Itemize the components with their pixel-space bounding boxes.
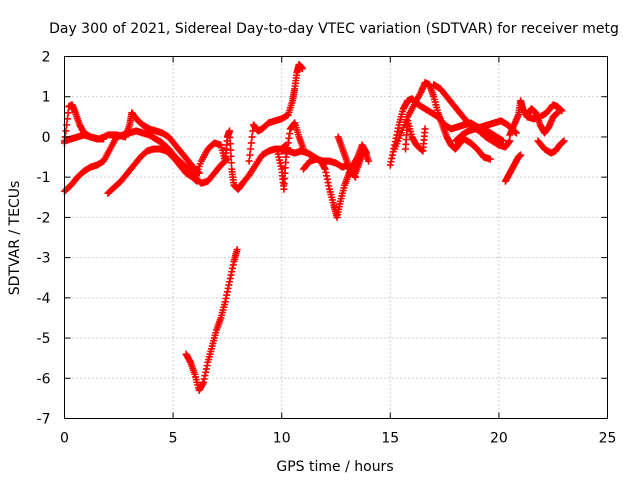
data-point [247,139,255,147]
chart-title: Day 300 of 2021, Sidereal Day-to-day VTE… [49,21,619,37]
data-point [227,152,235,160]
series-track5 [182,246,241,394]
axes-ticks: 0 5 10 15 20 25 -7 -6 -5 -4 -3 -2 -1 0 1 2 [37,50,617,447]
y-axis-label: SDTVAR / TECUs [7,181,23,296]
series-track8 [273,119,307,193]
data-point [62,127,70,135]
y-tick-label: 0 [42,130,51,146]
plot-frame [64,56,608,419]
x-tick-label: 15 [381,431,399,447]
data-point [63,115,71,123]
series-track9 [278,141,370,221]
data-point [560,137,568,145]
data-point [226,133,234,141]
y-tick-label: -3 [37,251,51,267]
data-point [226,127,234,135]
y-tick-label: -6 [37,371,51,387]
series-track17 [501,151,525,185]
x-tick-label: 25 [599,431,617,447]
y-tick-label: 1 [42,90,51,106]
y-tick-label: -5 [37,331,51,347]
plot-data [61,61,568,394]
series-track14 [402,117,429,155]
data-point [226,140,234,148]
data-point [421,125,429,133]
y-tick-label: 2 [42,50,51,66]
y-tick-label: -2 [37,210,51,226]
series-track20 [534,137,568,157]
data-point [247,145,255,153]
data-point [193,177,201,185]
y-tick-label: -1 [37,170,51,186]
data-point [227,146,235,154]
series-track11 [334,133,373,177]
data-point [558,107,566,115]
x-tick-label: 5 [169,431,178,447]
data-point [245,157,253,165]
data-point [517,151,525,159]
data-point [298,65,306,73]
series-track16 [451,117,520,145]
x-axis-label: GPS time / hours [276,459,393,475]
data-point [506,137,514,145]
data-point [365,157,373,165]
data-point [227,159,235,167]
x-tick-label: 20 [490,431,508,447]
data-point [248,133,256,141]
grid [64,56,608,419]
data-point [246,151,254,159]
series-track4 [104,145,201,197]
series-track7 [245,61,306,165]
y-tick-label: -4 [37,291,51,307]
series-track19 [523,105,562,137]
x-tick-label: 0 [60,431,69,447]
series-track13 [391,79,494,163]
data-point [233,246,241,254]
series-track3 [61,109,203,177]
x-tick-label: 10 [273,431,291,447]
data-point [554,109,562,117]
data-point [486,155,494,163]
y-tick-label: -7 [37,412,51,428]
data-point [64,109,72,117]
